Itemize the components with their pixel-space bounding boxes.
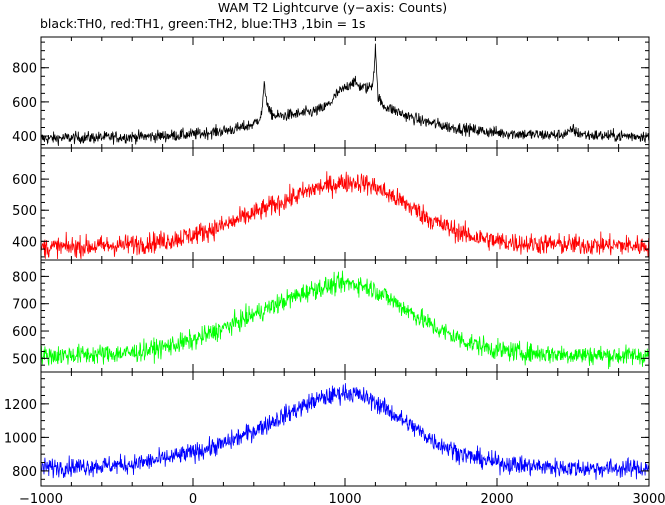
y-tick-label: 400	[12, 130, 37, 145]
series-line-TH2	[40, 270, 650, 370]
series-line-TH3	[40, 383, 650, 480]
y-tick-label: 800	[12, 62, 37, 77]
chart-subtitle: black:TH0, red:TH1, green:TH2, blue:TH3 …	[40, 16, 366, 31]
x-tick-label: 1000	[328, 492, 361, 505]
y-tick-label: 500	[12, 204, 37, 219]
y-tick-label: 500	[12, 352, 37, 367]
x-tick-label: 2000	[480, 492, 513, 505]
y-tick-label: 1200	[4, 398, 37, 413]
y-tick-label: 400	[12, 235, 37, 250]
x-tick-label: 0	[189, 492, 197, 505]
chart-title: WAM T2 Lightcurve (y−axis: Counts)	[217, 0, 448, 15]
y-tick-label: 800	[12, 270, 37, 285]
series-line-TH1	[40, 171, 650, 260]
y-tick-label: 600	[12, 173, 37, 188]
series-line-TH0	[40, 43, 650, 146]
x-tick-label: −1000	[19, 492, 63, 505]
y-tick-label: 1000	[4, 431, 37, 446]
y-tick-label: 600	[12, 325, 37, 340]
y-tick-label: 700	[12, 298, 37, 313]
y-tick-label: 800	[12, 465, 37, 480]
x-tick-label: 3000	[632, 492, 665, 505]
y-tick-label: 600	[12, 96, 37, 111]
